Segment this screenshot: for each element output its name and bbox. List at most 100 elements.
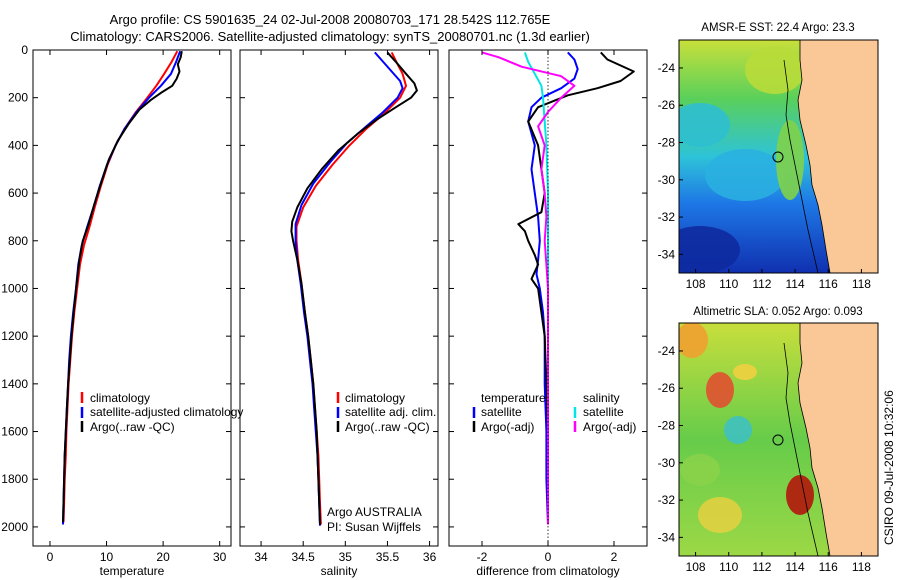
temperature-ytick-label: 1600 [1, 425, 28, 439]
sst-feature-cool-eddy [679, 103, 730, 147]
legend-label-sal-argo: Argo(-adj) [583, 420, 636, 434]
legend-label-satellite-adj: satellite adj. clim. [345, 405, 436, 419]
temperature-series-group [62, 50, 183, 525]
sst-map-title: AMSR-E SST: 22.4 Argo: 23.3 [701, 22, 854, 34]
difference-ticks: -2 0 2 [449, 49, 647, 564]
sst-map-ytick-label: -24 [658, 61, 676, 75]
difference-series-group [481, 51, 635, 525]
sla-feature-high-coastal [786, 475, 814, 515]
legend-label-argo: Argo(..raw -QC) [345, 420, 430, 434]
temperature-ytick-label: 200 [8, 91, 28, 105]
sla-map [679, 323, 878, 556]
salinity-xtick-label: 36 [423, 550, 437, 564]
legend-label-temp-argo: Argo(-adj) [481, 420, 534, 434]
salinity-legend: climatology satellite adj. clim. Argo(..… [336, 391, 436, 434]
difference-legend: temperature salinity satellite Argo(-adj… [472, 391, 636, 434]
sla-feature-high-small [733, 364, 757, 380]
sla-feature-high-south [698, 497, 742, 533]
temperature-axes [32, 49, 232, 547]
sla-map-ytick-label: -30 [658, 456, 676, 470]
sst-map-ytick-label: -32 [658, 210, 676, 224]
sla-map-ytick-label: -26 [658, 381, 676, 395]
sla-map-ytick-label: -32 [658, 493, 676, 507]
temperature-xtick-label: 30 [213, 550, 227, 564]
temperature-ytick-label: 2000 [1, 520, 28, 534]
float-program-annotation: Argo AUSTRALIA [327, 505, 422, 519]
sla-map-xtick-label: 118 [852, 560, 871, 574]
sst-map-xtick-label: 114 [786, 277, 805, 291]
sla-map-xtick-label: 116 [819, 560, 838, 574]
sst-feature-warm-water [745, 46, 805, 94]
sst-land-australia [797, 40, 878, 273]
sst-map-xtick-label: 116 [819, 277, 838, 291]
temperature-ytick-label: 0 [21, 43, 28, 57]
salinity-series-argo-raw-qc- [290, 51, 418, 525]
sst-map-ytick-label: -28 [658, 136, 676, 150]
salinity-axes [239, 49, 439, 547]
sst-map-ticks: 108 110 112 114 116 118 -24 -26 -28 -30 -32 -34 [658, 61, 872, 291]
temperature-xtick-label: 0 [47, 550, 54, 564]
legend-label-argo: Argo(..raw -QC) [90, 420, 175, 434]
legend-label-sal-satellite: satellite [583, 405, 624, 419]
sst-map-ytick-label: -34 [658, 247, 676, 261]
temperature-xlabel: temperature [100, 564, 165, 578]
sst-isobath [783, 59, 819, 273]
sst-map [679, 40, 878, 273]
sla-map-frame [678, 322, 879, 557]
temperature-ytick-label: 400 [8, 138, 28, 152]
legend-header-temperature: temperature [481, 391, 546, 405]
salinity-xtick-label: 35.5 [376, 550, 400, 564]
sst-feature-leeuwin-current [776, 120, 804, 200]
legend-label-temp-satellite: satellite [481, 405, 522, 419]
difference-series-salinity-satellite [523, 52, 549, 525]
sla-map-xtick-label: 112 [752, 560, 771, 574]
legend-label-climatology: climatology [345, 391, 405, 405]
difference-series-temperature-argo-adj- [517, 51, 635, 525]
temperature-legend: climatology satellite-adjusted climatolo… [80, 391, 243, 434]
salinity-ticks: 34 34.5 35 35.5 36 [240, 49, 438, 564]
difference-xtick-label: -2 [477, 550, 488, 564]
sla-isobath [783, 342, 819, 556]
sla-map-ticks: 108 110 112 114 116 118 -24 -26 -28 -30 -32 -34 [658, 344, 872, 574]
salinity-xlabel: salinity [321, 564, 358, 578]
sst-map-xtick-label: 108 [686, 277, 706, 291]
salinity-series-group [290, 51, 418, 526]
legend-header-salinity: salinity [583, 391, 620, 405]
figure-title-line-1: Argo profile: CS 5901635_24 02-Jul-2008 … [110, 12, 551, 27]
sst-map-xtick-label: 112 [752, 277, 771, 291]
sst-map-xtick-label: 118 [852, 277, 871, 291]
float-pi-annotation: PI: Susan Wijffels [327, 520, 421, 534]
sst-argo-position-marker [772, 151, 784, 163]
sla-feature-low [680, 454, 720, 486]
temperature-ytick-label: 1400 [1, 377, 28, 391]
temperature-ticks: 0 10 20 30 0 200 400 600 800 1000 1200 1400 1600 1800… [1, 43, 231, 564]
legend-label-satellite-adjusted: satellite-adjusted climatology [90, 405, 243, 419]
temperature-ytick-label: 800 [8, 234, 28, 248]
sst-map-xtick-label: 110 [719, 277, 738, 291]
sla-map-ytick-label: -34 [658, 530, 676, 544]
temperature-ytick-label: 1800 [1, 472, 28, 486]
sla-map-xtick-label: 110 [719, 560, 738, 574]
difference-xlabel: difference from climatology [476, 564, 619, 578]
sla-feature-high-north [679, 323, 708, 358]
salinity-xtick-label: 34.5 [292, 550, 316, 564]
sla-feature-high-eddy [706, 372, 734, 408]
sst-map-frame [678, 39, 879, 274]
sla-map-ytick-label: -24 [658, 344, 676, 358]
difference-xtick-label: 2 [611, 550, 618, 564]
temperature-xtick-label: 20 [156, 550, 170, 564]
figure-title-line-2: Climatology: CARS2006. Satellite-adjuste… [70, 29, 590, 44]
difference-series-salinity-argo-adj- [481, 51, 576, 525]
temperature-ytick-label: 1200 [1, 329, 28, 343]
sla-map-ytick-label: -28 [658, 419, 676, 433]
difference-xtick-label: 0 [545, 550, 552, 564]
legend-label-climatology: climatology [90, 391, 150, 405]
sla-argo-position-marker [772, 434, 784, 446]
credit-timestamp: CSIRO 09-Jul-2008 10:32:06 [882, 390, 896, 545]
sla-land-australia [797, 323, 878, 556]
sla-map-xtick-label: 114 [786, 560, 805, 574]
sst-map-ytick-label: -30 [658, 173, 676, 187]
sst-feature-cool-water [705, 149, 785, 201]
sst-map-ytick-label: -26 [658, 98, 676, 112]
